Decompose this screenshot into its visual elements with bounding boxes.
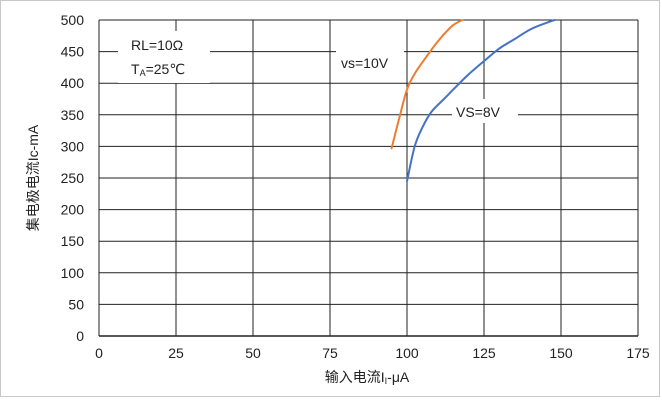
y-tick-label: 200 xyxy=(61,202,85,218)
series-line-8v xyxy=(406,19,556,183)
series-group xyxy=(390,19,556,183)
annotation-box: RL=10Ω TA=25℃ xyxy=(118,31,210,83)
series-line-10v xyxy=(390,19,464,150)
y-tick-label: 450 xyxy=(61,44,85,60)
x-tick-label: 100 xyxy=(395,345,419,361)
annotation-temp: TA=25℃ xyxy=(131,61,185,78)
annotation-temp-main: T xyxy=(131,61,140,77)
y-tick-label: 150 xyxy=(61,233,85,249)
series-label-8v: VS=8V xyxy=(456,104,501,120)
y-tick-label: 350 xyxy=(61,107,85,123)
x-tick-label: 25 xyxy=(168,345,184,361)
x-tick-label: 50 xyxy=(245,345,261,361)
y-tick-label: 300 xyxy=(61,138,85,154)
annotation-temp-tail: =25℃ xyxy=(146,61,185,77)
x-tick-label: 75 xyxy=(322,345,338,361)
annotation-bg xyxy=(118,31,210,83)
x-axis-label-tail: -μA xyxy=(387,369,410,385)
x-tick-label: 175 xyxy=(626,345,650,361)
x-axis-label-main: 输入电流I xyxy=(325,369,385,385)
label-bg-8v xyxy=(452,99,518,123)
x-tick-label: 150 xyxy=(549,345,573,361)
x-tick-label: 0 xyxy=(95,345,103,361)
x-axis-label-sub: I xyxy=(385,376,388,386)
y-tick-label: 50 xyxy=(68,296,84,312)
y-tick-label: 500 xyxy=(61,12,85,28)
x-axis-label: 输入电流II-μA xyxy=(325,369,410,386)
x-tick-labels: 0 25 50 75 100 125 150 175 xyxy=(95,345,650,361)
y-tick-label: 100 xyxy=(61,265,85,281)
y-tick-label: 0 xyxy=(76,328,84,344)
annotation-temp-sub: A xyxy=(140,68,146,78)
x-tick-label: 125 xyxy=(472,345,496,361)
y-axis-label: 集电极电流Ic-mA xyxy=(25,124,41,231)
y-tick-labels: 0 50 100 150 200 250 300 350 400 450 500 xyxy=(61,12,85,344)
y-tick-label: 250 xyxy=(61,170,85,186)
y-tick-label: 400 xyxy=(61,75,85,91)
annotation-rl: RL=10Ω xyxy=(131,37,183,53)
series-label-10v: vs=10V xyxy=(341,55,389,71)
label-bg-10v xyxy=(336,50,404,74)
